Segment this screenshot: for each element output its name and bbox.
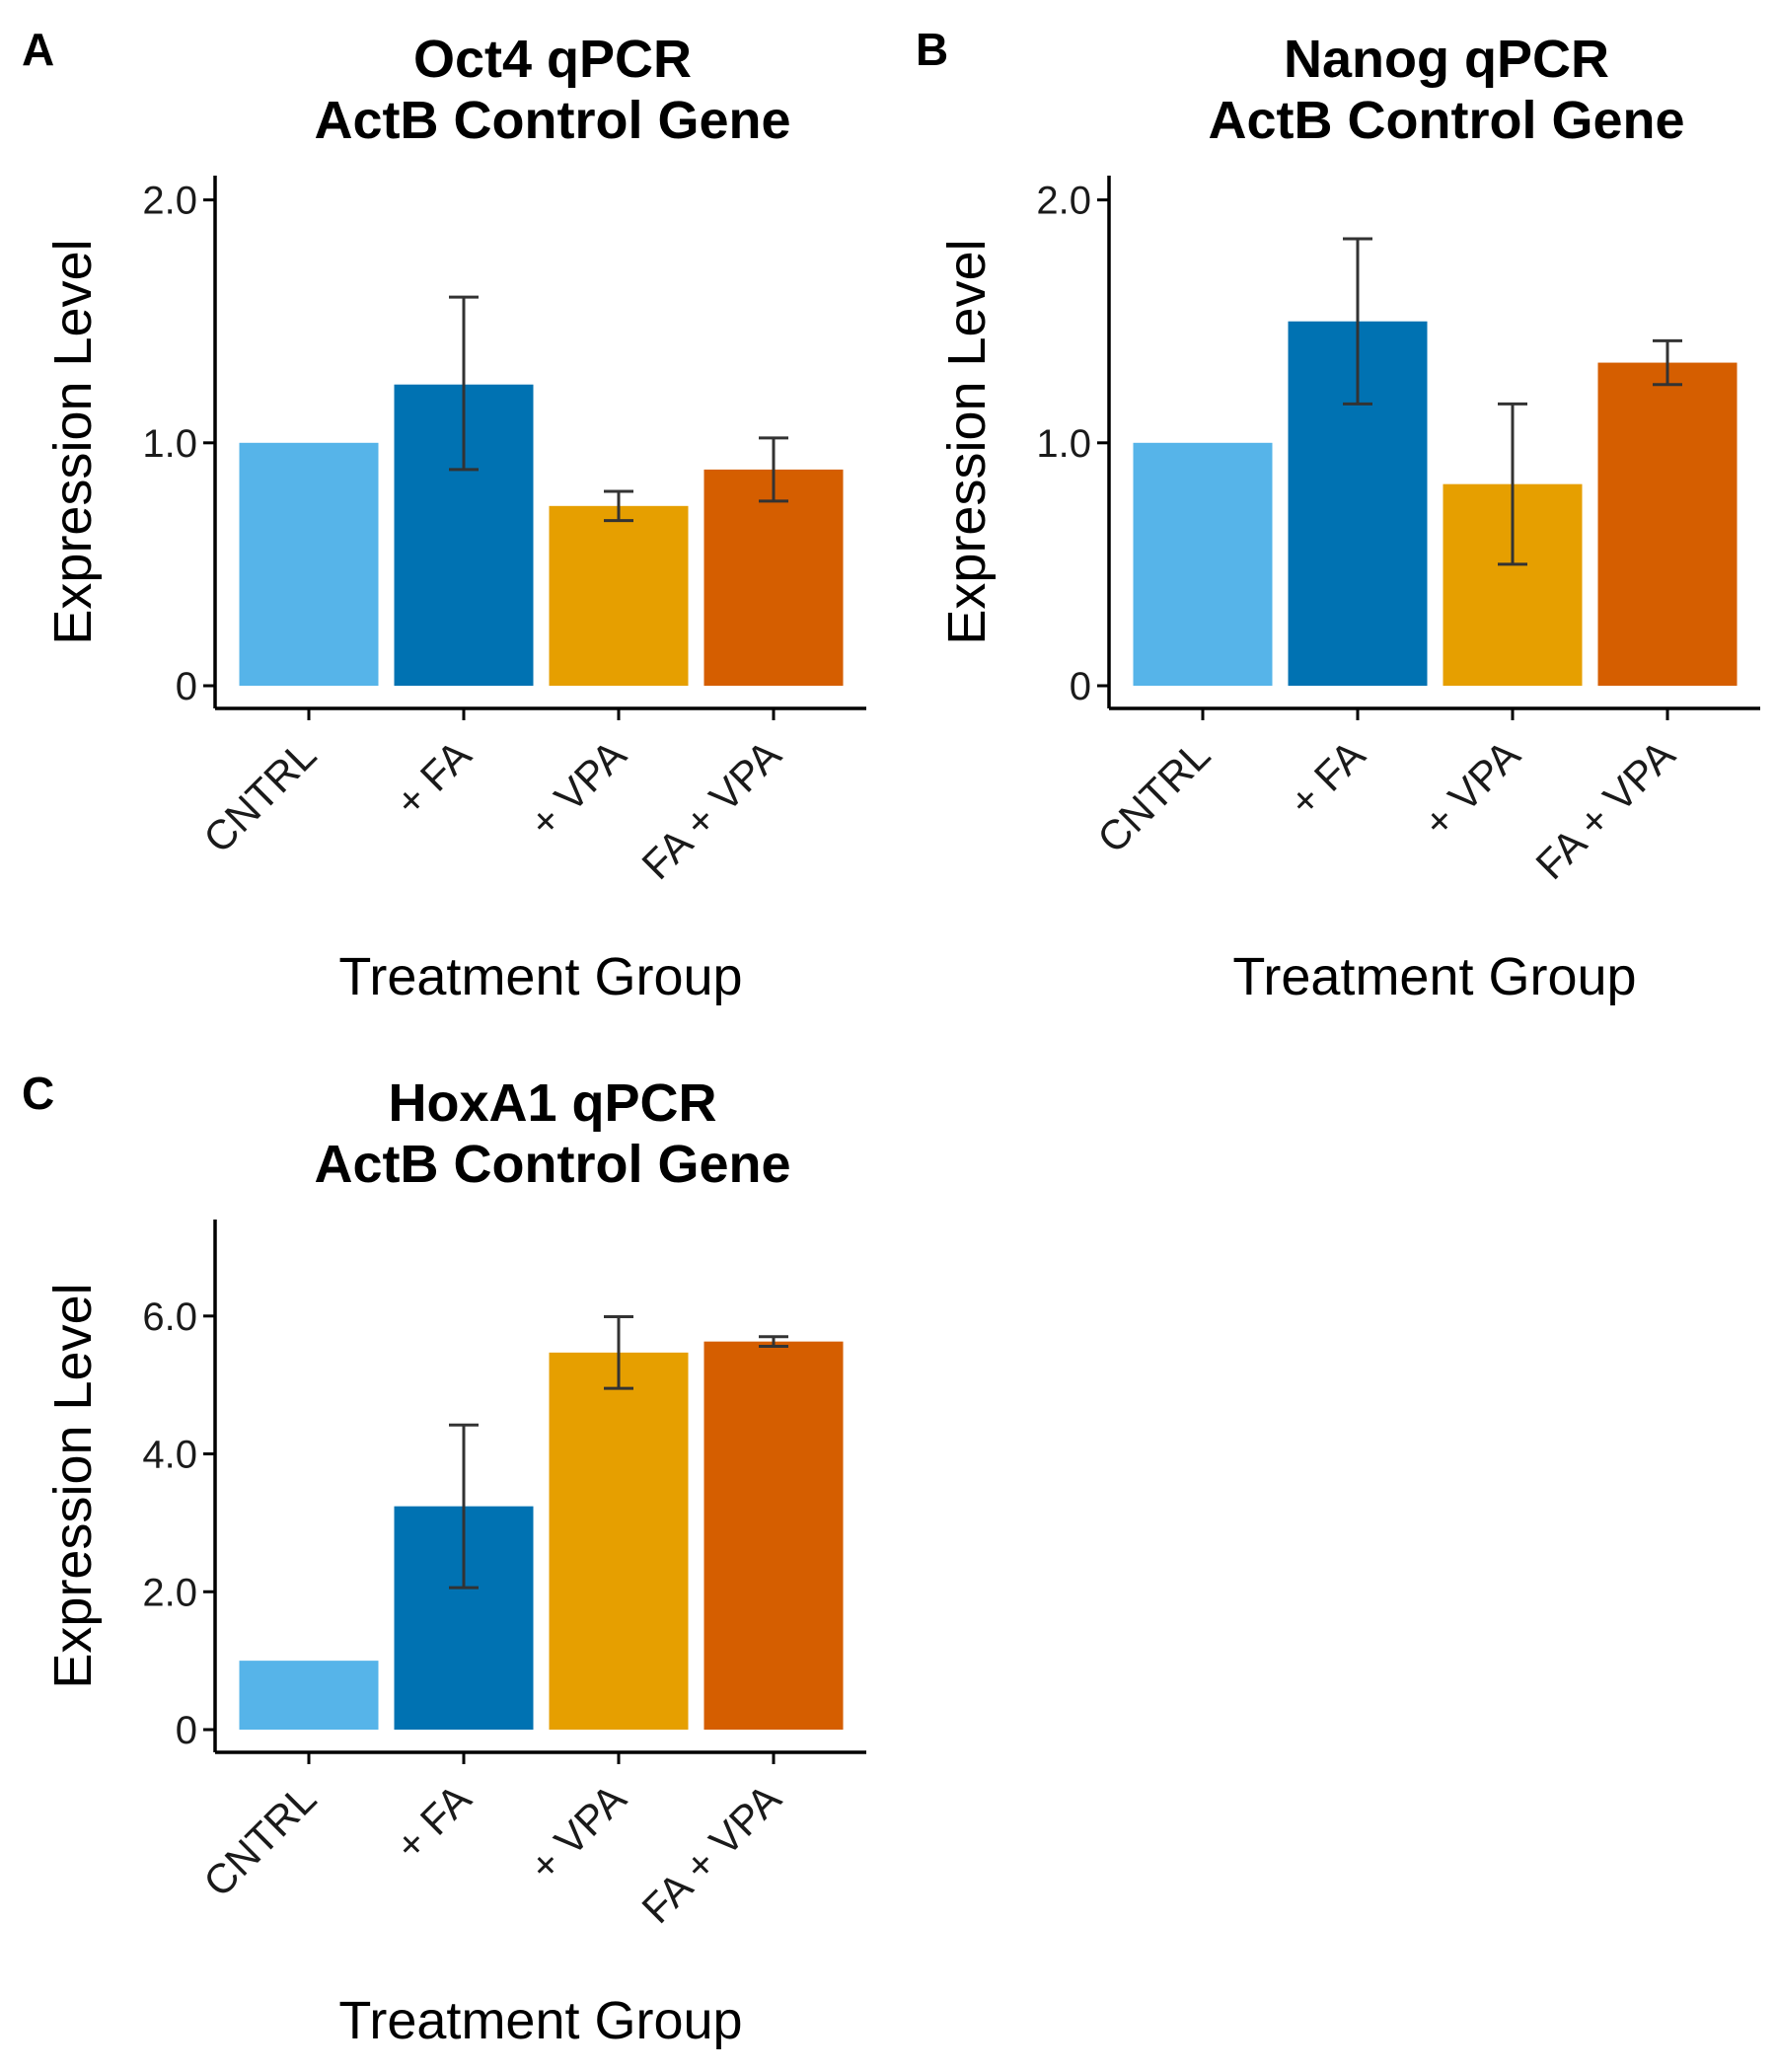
y-tick-label: 1.0 bbox=[1036, 422, 1091, 466]
x-tick-label: + VPA bbox=[520, 731, 634, 846]
x-tick-label: FA + VPA bbox=[632, 731, 789, 888]
x-axis-title: Treatment Group bbox=[338, 1991, 742, 2050]
x-tick-label: FA + VPA bbox=[1526, 731, 1683, 888]
x-axis-title: Treatment Group bbox=[1232, 947, 1636, 1006]
bar bbox=[703, 469, 844, 686]
y-axis-title: Expression Level bbox=[43, 1283, 103, 1688]
bar bbox=[239, 442, 379, 686]
panel-letter: C bbox=[22, 1068, 54, 1119]
y-tick-label: 2.0 bbox=[1036, 180, 1091, 223]
x-tick-label: CNTRL bbox=[194, 1775, 325, 1905]
x-axis-title: Treatment Group bbox=[338, 947, 742, 1006]
bar bbox=[239, 1661, 379, 1730]
x-tick-label: + VPA bbox=[520, 1775, 634, 1889]
x-tick-label: + FA bbox=[386, 731, 480, 825]
y-tick-label: 2.0 bbox=[142, 180, 197, 223]
x-tick-label: + VPA bbox=[1414, 731, 1528, 846]
bar bbox=[703, 1341, 844, 1730]
x-tick-label: FA + VPA bbox=[632, 1775, 789, 1932]
chart-subtitle: ActB Control Gene bbox=[314, 1135, 790, 1194]
y-tick-label: 4.0 bbox=[142, 1434, 197, 1477]
y-tick-label: 2.0 bbox=[142, 1571, 197, 1614]
chart-title: HoxA1 qPCR bbox=[388, 1073, 716, 1133]
chart-title: Nanog qPCR bbox=[1284, 30, 1609, 89]
chart-title: Oct4 qPCR bbox=[413, 30, 692, 89]
y-axis-title: Expression Level bbox=[937, 239, 997, 644]
bar bbox=[1597, 362, 1738, 686]
y-tick-label: 0 bbox=[1070, 665, 1091, 708]
x-tick-label: CNTRL bbox=[194, 731, 325, 861]
y-tick-label: 6.0 bbox=[142, 1295, 197, 1339]
panel-letter: B bbox=[916, 24, 948, 75]
y-tick-label: 0 bbox=[176, 665, 197, 708]
x-tick-label: CNTRL bbox=[1088, 731, 1219, 861]
y-tick-label: 1.0 bbox=[142, 422, 197, 466]
chart-subtitle: ActB Control Gene bbox=[1208, 91, 1684, 150]
x-tick-label: + FA bbox=[386, 1775, 480, 1869]
bar bbox=[1133, 442, 1273, 686]
panel-letter: A bbox=[22, 24, 54, 75]
y-tick-label: 0 bbox=[176, 1709, 197, 1752]
bar bbox=[549, 1352, 689, 1730]
x-tick-label: + FA bbox=[1280, 731, 1373, 825]
bar bbox=[549, 505, 689, 686]
chart-subtitle: ActB Control Gene bbox=[314, 91, 790, 150]
y-axis-title: Expression Level bbox=[43, 239, 103, 644]
